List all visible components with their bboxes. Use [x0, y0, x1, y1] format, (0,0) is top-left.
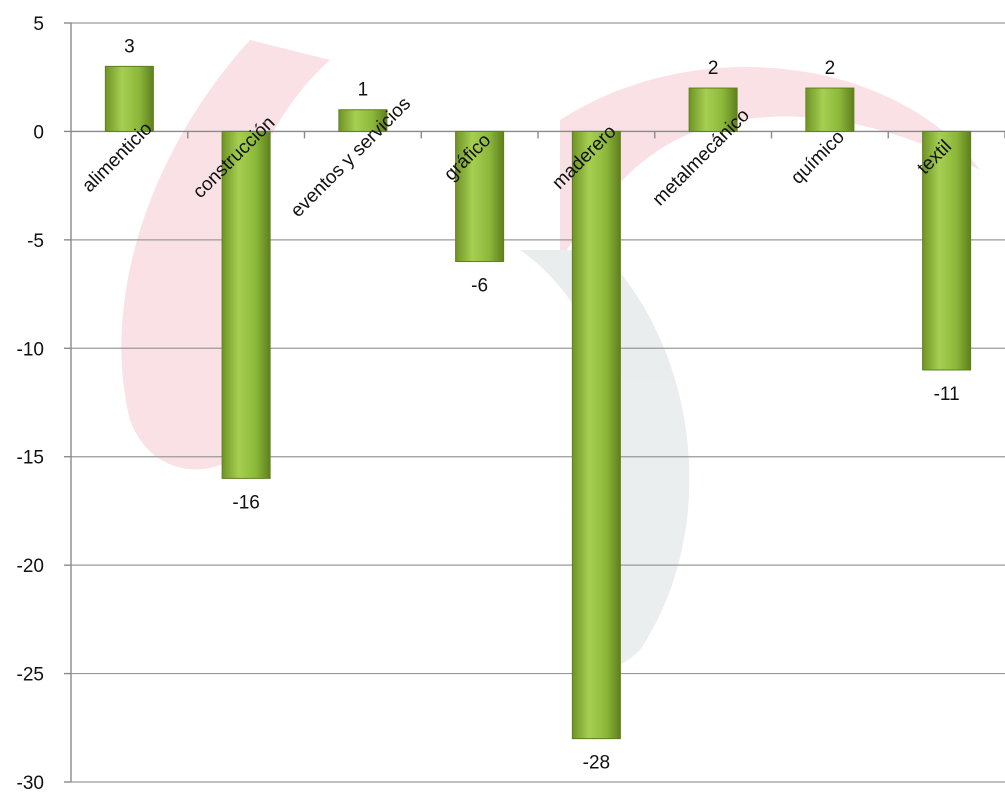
data-label: -28 — [583, 753, 610, 774]
y-tick-label: 5 — [33, 14, 44, 35]
bar-gráfico — [455, 130, 505, 263]
data-label: -6 — [471, 276, 488, 297]
bars — [104, 65, 972, 740]
y-tick-label: -5 — [27, 231, 44, 252]
y-axis-ticks: 5 0 -5 -10 -15 -20 -25 -30 — [17, 14, 71, 792]
data-label: 1 — [358, 80, 369, 101]
bar-maderero — [571, 130, 621, 740]
bar-eventos-y-servicios — [338, 109, 388, 132]
bar-alimenticio — [104, 65, 154, 132]
watermark-red-arc — [560, 67, 980, 260]
watermark-gray-shape — [520, 250, 690, 669]
data-labels: 3 -16 1 -6 -28 2 2 -11 — [124, 36, 960, 773]
y-tick-label: -25 — [17, 665, 44, 686]
y-tick-label: -10 — [17, 339, 44, 360]
data-label: 2 — [825, 58, 836, 79]
data-label: 3 — [124, 36, 135, 57]
bar-químico — [805, 87, 855, 132]
category-label: químico — [787, 127, 849, 189]
data-label: -11 — [934, 384, 960, 405]
data-label: 2 — [708, 58, 719, 79]
bar-construcción — [221, 130, 271, 479]
y-tick-label: -30 — [17, 773, 44, 792]
y-tick-label: -20 — [17, 556, 44, 577]
data-label: -16 — [232, 492, 259, 513]
bar-textil — [922, 130, 972, 371]
y-tick-label: -15 — [17, 448, 44, 469]
y-tick-label: 0 — [33, 122, 44, 143]
bar-metalmecánico — [688, 87, 738, 132]
